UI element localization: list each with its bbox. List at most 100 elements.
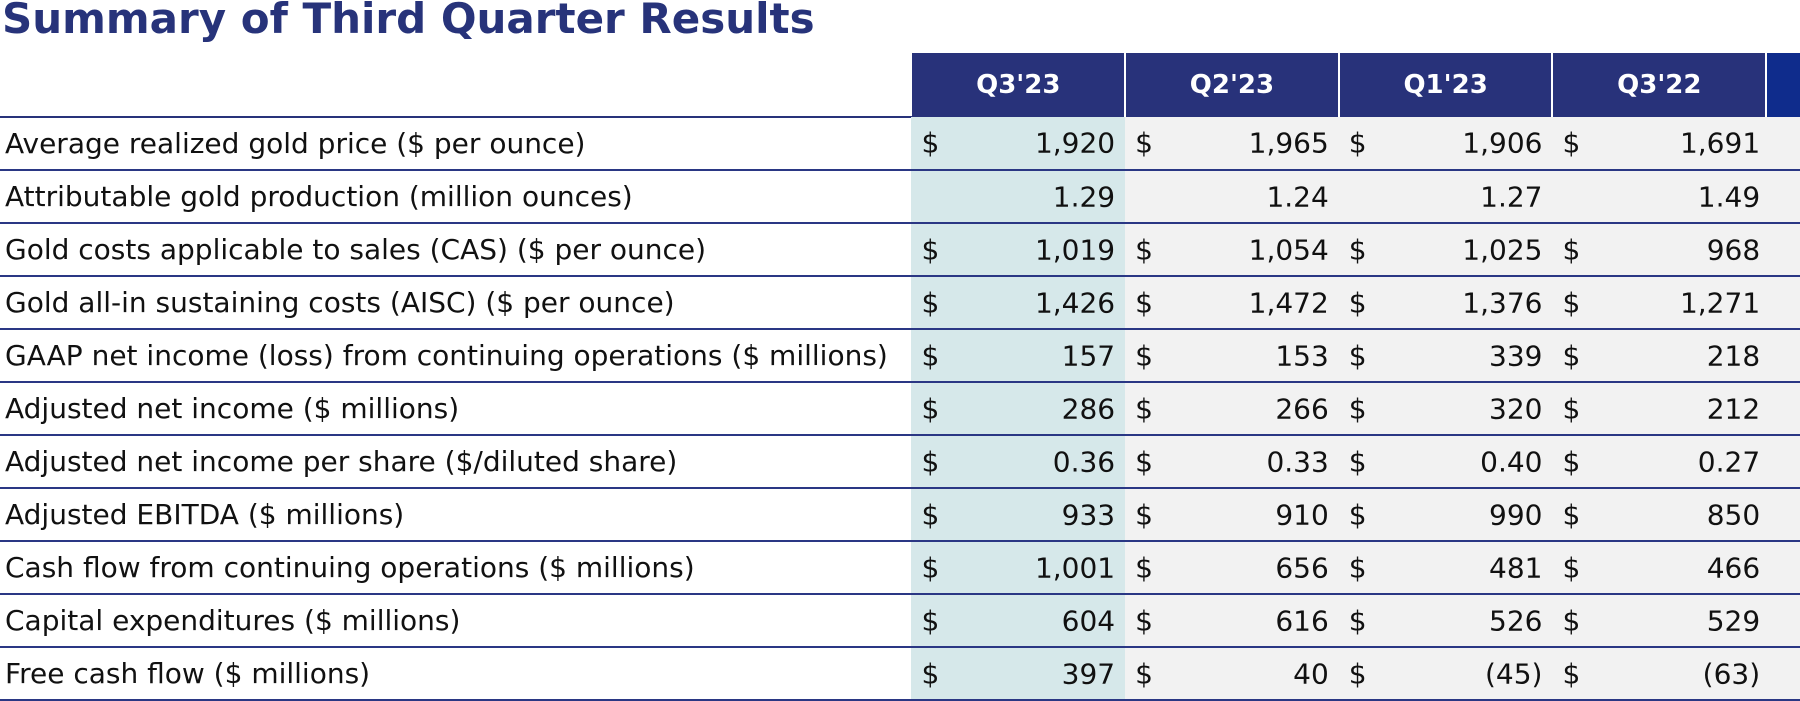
currency-symbol: $ [1135, 445, 1153, 478]
header-blank [0, 53, 912, 118]
table-cell: $320 [1338, 382, 1553, 436]
table-cell: $604 [911, 594, 1126, 648]
currency-symbol: $ [1135, 233, 1153, 266]
table-cell: $286 [911, 382, 1126, 436]
table-cell: $153 [1125, 329, 1339, 383]
cell-value: 968 [1706, 233, 1761, 266]
table-cell: $0.27 [1552, 435, 1767, 489]
currency-symbol: $ [1348, 392, 1367, 425]
cell-value: 933 [1061, 498, 1116, 531]
cell-value: 266 [1275, 392, 1329, 425]
table-cell: $968 [1552, 223, 1767, 277]
cell-value: 0.27 [1697, 445, 1761, 478]
table-row: Cash flow from continuing operations ($ … [0, 541, 1800, 595]
currency-symbol: $ [1562, 657, 1581, 690]
cell-value: 1,376 [1462, 286, 1543, 319]
table-row: GAAP net income (loss) from continuing o… [0, 329, 1800, 383]
table-cell: $0.40 [1338, 435, 1553, 489]
currency-symbol: $ [921, 339, 940, 372]
cell-value: 1,019 [1034, 233, 1116, 266]
currency-symbol: $ [1135, 604, 1153, 637]
row-label: Attributable gold production (million ou… [0, 170, 912, 224]
table-cell: $616 [1125, 594, 1339, 648]
cell-value: 1,001 [1034, 551, 1116, 584]
cell-value: 481 [1489, 551, 1543, 584]
cell-value: 218 [1706, 339, 1761, 372]
cell-value: 0.33 [1266, 445, 1329, 478]
currency-symbol: $ [1348, 551, 1367, 584]
currency-symbol: $ [1562, 126, 1581, 160]
table-cell: $1,691 [1552, 117, 1767, 171]
currency-symbol: $ [921, 392, 940, 425]
row-edge [1766, 435, 1800, 489]
cell-value: 339 [1489, 339, 1543, 372]
currency-symbol: $ [921, 498, 940, 531]
currency-symbol: $ [1348, 126, 1367, 160]
currency-symbol: $ [1348, 286, 1367, 319]
table-cell: $1,472 [1125, 276, 1339, 330]
row-label: Adjusted net income per share ($/diluted… [0, 435, 912, 489]
cell-value: 1,906 [1462, 126, 1543, 160]
table-cell: $1,376 [1338, 276, 1553, 330]
table-cell: $1,426 [911, 276, 1126, 330]
cell-value: 604 [1061, 604, 1116, 637]
table-cell: 1.24 [1125, 170, 1339, 224]
cell-value: (45) [1484, 657, 1543, 690]
currency-symbol: $ [1348, 657, 1367, 690]
currency-symbol: $ [1135, 498, 1153, 531]
row-edge [1766, 117, 1800, 171]
currency-symbol: $ [1135, 126, 1153, 160]
column-header-q3-22: Q3'22 [1551, 53, 1767, 117]
table-cell: $1,965 [1125, 117, 1339, 171]
row-label: Adjusted net income ($ millions) [0, 382, 912, 436]
table-cell: $40 [1125, 647, 1339, 701]
table-cell: $1,054 [1125, 223, 1339, 277]
currency-symbol: $ [1562, 392, 1581, 425]
page-title: Summary of Third Quarter Results [2, 0, 815, 43]
row-edge [1766, 223, 1800, 277]
cell-value: 1,965 [1248, 126, 1329, 160]
table-cell: $ (45) [1338, 647, 1553, 701]
currency-symbol: $ [1562, 551, 1581, 584]
currency-symbol: $ [1562, 445, 1581, 478]
cell-value: 286 [1061, 392, 1116, 425]
cell-value: 1,426 [1034, 286, 1116, 319]
table-cell: $656 [1125, 541, 1339, 595]
row-label: Gold costs applicable to sales (CAS) ($ … [0, 223, 912, 277]
currency-symbol: $ [1135, 551, 1153, 584]
cell-value: 397 [1061, 657, 1116, 690]
currency-symbol: $ [1348, 445, 1367, 478]
cell-value: 910 [1275, 498, 1329, 531]
currency-symbol: $ [1135, 286, 1153, 319]
table-row: Gold all-in sustaining costs (AISC) ($ p… [0, 276, 1800, 330]
table-row: Adjusted net income per share ($/diluted… [0, 435, 1800, 489]
cell-value: 526 [1489, 604, 1543, 637]
table-cell: $529 [1552, 594, 1767, 648]
cell-value: 990 [1489, 498, 1543, 531]
cell-value: 656 [1275, 551, 1329, 584]
table-cell: $526 [1338, 594, 1553, 648]
table-cell: $1,019 [911, 223, 1126, 277]
row-label: Capital expenditures ($ millions) [0, 594, 912, 648]
cell-value: 157 [1061, 339, 1116, 372]
table-cell: $0.36 [911, 435, 1126, 489]
currency-symbol: $ [1348, 339, 1367, 372]
row-label: Gold all-in sustaining costs (AISC) ($ p… [0, 276, 912, 330]
row-edge [1766, 541, 1800, 595]
table-cell: $990 [1338, 488, 1553, 542]
table-cell: $212 [1552, 382, 1767, 436]
row-label: Average realized gold price ($ per ounce… [0, 117, 912, 171]
header-edge [1765, 53, 1800, 117]
table-row: Average realized gold price ($ per ounce… [0, 117, 1800, 171]
row-edge [1766, 647, 1800, 701]
cell-value: 616 [1275, 604, 1329, 637]
table-cell: 1.29 [911, 170, 1126, 224]
table-cell: $0.33 [1125, 435, 1339, 489]
table-row: Capital expenditures ($ millions) $604 $61… [0, 594, 1800, 648]
row-edge [1766, 276, 1800, 330]
table-cell: $339 [1338, 329, 1553, 383]
table-cell: $157 [911, 329, 1126, 383]
table-cell: $1,920 [911, 117, 1126, 171]
cell-value: 1,472 [1248, 286, 1329, 319]
cell-value: 1,691 [1679, 126, 1761, 160]
